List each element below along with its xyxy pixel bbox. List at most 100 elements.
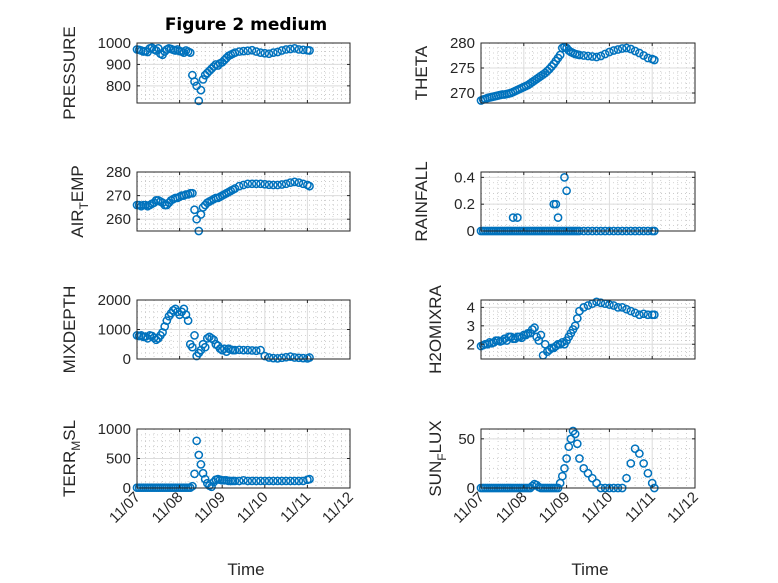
data-point xyxy=(290,44,299,53)
data-point xyxy=(579,463,589,473)
data-point xyxy=(200,474,210,484)
y-axis-label: RAINFALL xyxy=(412,161,431,241)
data-point xyxy=(587,52,597,61)
data-point xyxy=(251,476,261,486)
y-tick-label: 3 xyxy=(467,318,475,335)
data-point xyxy=(264,49,274,59)
series-markers xyxy=(476,297,659,360)
data-point xyxy=(247,476,257,486)
data-point xyxy=(256,48,265,57)
data-point xyxy=(564,442,574,452)
data-point xyxy=(268,180,278,190)
y-tick-label: 270 xyxy=(450,85,475,102)
data-point xyxy=(281,476,291,486)
data-point xyxy=(286,44,295,54)
data-point xyxy=(207,334,216,343)
y-tick-label: 1000 xyxy=(98,35,131,52)
data-point xyxy=(630,46,640,56)
data-point xyxy=(560,463,569,473)
y-tick-label: 800 xyxy=(106,78,131,95)
y-axis-label: TERRMSL xyxy=(60,420,83,497)
data-point xyxy=(239,475,248,485)
data-point xyxy=(198,75,208,84)
data-point xyxy=(579,51,589,60)
data-point xyxy=(528,325,537,334)
data-point xyxy=(622,304,631,314)
y-tick-label: 900 xyxy=(106,56,131,73)
data-point xyxy=(298,353,308,363)
y-tick-label: 0.4 xyxy=(454,169,475,186)
y-tick-label: 280 xyxy=(450,35,475,52)
y-tick-label: 1000 xyxy=(98,322,131,339)
data-point xyxy=(513,213,522,222)
axes-box xyxy=(480,428,696,489)
data-point xyxy=(639,309,648,319)
y-tick-label: 0 xyxy=(123,351,131,368)
data-point xyxy=(639,51,648,60)
data-point xyxy=(557,471,567,481)
data-point xyxy=(572,439,582,449)
data-point xyxy=(247,346,257,355)
y-tick-label: 1000 xyxy=(98,421,131,438)
data-point xyxy=(141,332,150,341)
y-tick-label: 275 xyxy=(450,60,475,77)
data-point xyxy=(564,46,574,55)
data-point xyxy=(196,85,206,95)
data-point xyxy=(583,301,593,310)
data-point xyxy=(613,303,623,312)
data-point xyxy=(247,179,257,189)
data-point xyxy=(260,476,270,486)
data-point xyxy=(264,476,274,486)
data-point xyxy=(534,336,544,345)
data-point xyxy=(190,331,199,340)
data-point xyxy=(553,213,563,222)
data-point xyxy=(277,353,287,363)
data-point xyxy=(294,476,304,486)
panel-mixdepth: 0 1000 2000 MIXDEPTH xyxy=(60,286,351,373)
data-point xyxy=(622,43,631,53)
panel-airtemp: 260 270 280 AIRTEMP xyxy=(68,164,351,238)
data-point xyxy=(281,45,291,54)
data-point xyxy=(635,48,644,58)
data-point xyxy=(273,47,282,57)
data-point xyxy=(277,180,287,189)
y-axis-label: H2OMIXRA xyxy=(426,284,445,373)
data-point xyxy=(264,180,274,190)
data-point xyxy=(239,46,248,56)
y-tick-label: 4 xyxy=(467,299,475,316)
data-point xyxy=(630,308,640,318)
data-point xyxy=(268,48,278,57)
data-point xyxy=(260,351,270,361)
data-point xyxy=(230,345,240,355)
data-point xyxy=(190,205,199,215)
data-point xyxy=(592,52,601,62)
data-point xyxy=(605,47,614,57)
y-tick-label: 2000 xyxy=(98,292,131,309)
series-markers xyxy=(132,43,314,106)
data-point xyxy=(198,203,208,212)
data-point xyxy=(162,316,172,325)
data-point xyxy=(168,305,178,315)
y-tick-label: 280 xyxy=(106,164,131,181)
y-axis-label: PRESSURE xyxy=(60,26,79,120)
y-axis-label: THETA xyxy=(412,45,431,100)
data-point xyxy=(643,468,653,478)
data-point xyxy=(600,49,610,59)
data-point xyxy=(273,180,282,190)
data-point xyxy=(260,179,270,189)
data-point xyxy=(506,332,516,342)
y-tick-label: 0 xyxy=(123,480,131,497)
axes-box xyxy=(136,42,351,104)
data-point xyxy=(277,476,287,486)
panel-pressure: 800 900 1000 PRESSURE xyxy=(60,26,351,120)
data-point xyxy=(649,310,659,320)
data-point xyxy=(251,179,261,189)
data-point xyxy=(305,181,314,191)
data-point xyxy=(542,66,552,76)
data-point xyxy=(256,345,265,355)
data-point xyxy=(264,353,274,362)
data-point xyxy=(268,476,278,486)
data-point xyxy=(521,330,531,340)
data-point xyxy=(158,198,167,208)
data-point xyxy=(575,50,584,60)
